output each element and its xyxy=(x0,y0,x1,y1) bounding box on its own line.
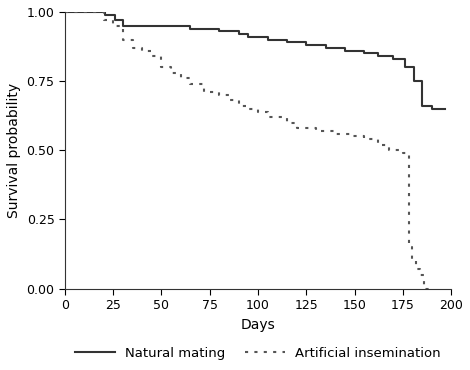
X-axis label: Days: Days xyxy=(241,317,275,332)
Legend: Natural mating, Artificial insemination: Natural mating, Artificial insemination xyxy=(70,342,446,365)
Y-axis label: Survival probability: Survival probability xyxy=(7,83,21,218)
